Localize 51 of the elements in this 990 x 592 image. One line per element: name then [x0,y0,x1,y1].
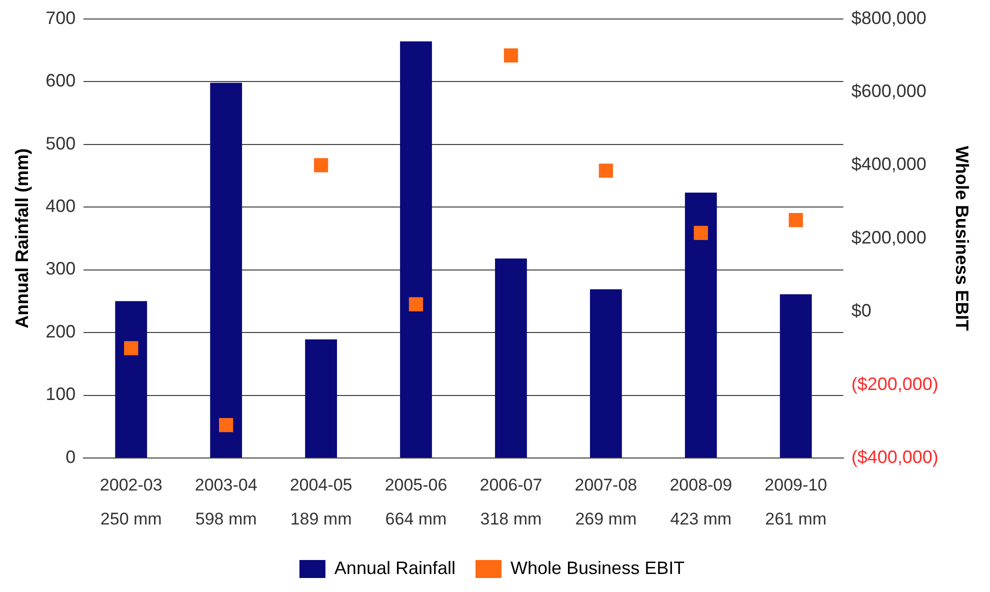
bar [590,289,622,458]
y2-tick-label: $200,000 [851,227,926,248]
data-label: 598 mm [195,510,257,529]
y-tick-label: 300 [46,258,76,279]
x-tick-label: 2002-03 [100,476,162,495]
data-label: 189 mm [290,510,352,529]
point [314,158,328,172]
data-label: 250 mm [100,510,162,529]
y-tick-label: 100 [46,384,76,404]
y2-tick-label: $600,000 [851,80,926,101]
y-tick-label: 700 [46,8,76,28]
y2-tick-label: $400,000 [851,154,926,174]
x-tick-label: 2004-05 [290,476,352,495]
data-label: 664 mm [385,510,447,529]
y-tick-label: 600 [46,70,76,91]
data-label: 318 mm [480,510,542,529]
data-label: 423 mm [670,510,732,529]
bar [780,294,812,458]
point [788,213,803,228]
y2-tick-label: $800,000 [851,8,926,28]
point [504,48,518,62]
x-tick-label: 2009-10 [764,476,828,495]
y2-tick-label: ($400,000) [851,446,938,467]
y2-tick-label: $0 [851,300,872,321]
x-tick-label: 2006-07 [480,476,542,495]
bar [305,339,337,458]
y2-tick-label: ($200,000) [851,374,938,394]
legend-label: Annual Rainfall [334,558,456,578]
bar [210,82,242,458]
x-tick-label: 2007-08 [574,476,638,495]
bar [115,301,148,458]
y-axis-title: Annual Rainfall (mm) [12,148,32,328]
bar [400,41,432,458]
bar [684,192,717,458]
point [598,164,613,178]
y-tick-label: 500 [46,133,76,154]
data-label: 269 mm [575,510,637,529]
y-tick-label: 400 [46,196,76,216]
x-tick-label: 2008-09 [670,476,732,495]
point [694,226,708,240]
point [219,418,234,432]
data-label: 261 mm [765,510,827,529]
y2-axis-title: Whole Business EBIT [952,146,972,331]
legend-label: Whole Business EBIT [510,558,685,578]
bar [495,258,527,458]
x-tick-label: 2003-04 [194,476,258,495]
point [408,297,424,312]
x-tick-label: 2005-06 [384,476,448,495]
y-tick-label: 200 [46,321,76,342]
y-tick-label: 0 [66,446,76,467]
point [124,341,138,356]
